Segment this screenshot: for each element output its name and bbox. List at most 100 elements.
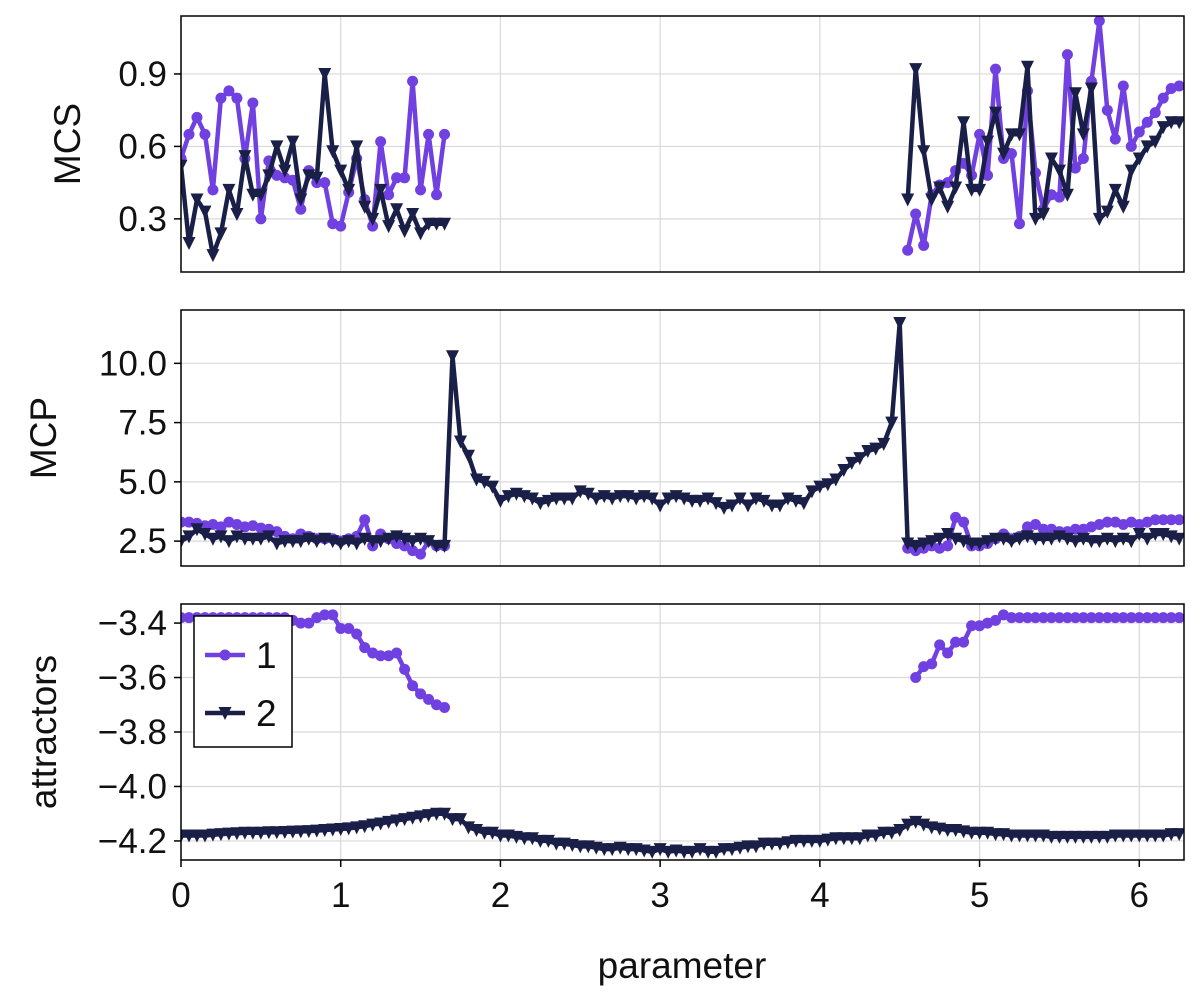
data-point — [319, 177, 331, 189]
data-point — [318, 824, 332, 838]
y-tick-label: −3.8 — [98, 713, 167, 752]
data-point — [997, 147, 1011, 161]
data-point — [350, 821, 364, 835]
data-point — [918, 239, 930, 251]
data-point — [190, 523, 204, 537]
series-line — [181, 320, 1180, 549]
data-point — [645, 492, 659, 506]
data-point — [925, 193, 939, 207]
data-point — [902, 244, 914, 256]
data-point — [367, 220, 379, 232]
data-point — [270, 537, 284, 551]
data-point — [247, 97, 259, 109]
legend-label: 2 — [256, 693, 277, 734]
data-point — [294, 535, 308, 549]
data-point — [773, 837, 787, 851]
x-tick-label: 5 — [970, 876, 989, 915]
data-point — [1101, 104, 1113, 116]
series-line — [905, 64, 1180, 222]
data-point — [1069, 523, 1081, 535]
data-point — [1165, 514, 1177, 526]
data-point — [374, 535, 388, 549]
data-point — [294, 193, 308, 207]
data-point — [391, 647, 403, 659]
data-point — [1117, 612, 1129, 624]
data-point — [950, 511, 962, 523]
data-point — [1044, 152, 1058, 166]
data-point — [1149, 107, 1161, 119]
y-tick-label: 0.6 — [118, 127, 167, 166]
plot-area-attractors — [181, 609, 1184, 859]
data-point — [1006, 148, 1018, 160]
legend-entry-1: 1 — [205, 635, 277, 676]
data-point — [1109, 612, 1121, 624]
data-point — [1133, 612, 1145, 624]
panel-mcp: 2.5 5.0 7.5 10.0 MCP — [23, 309, 1185, 567]
data-point — [1157, 612, 1169, 624]
data-point — [1012, 532, 1026, 546]
data-point — [661, 492, 675, 506]
data-point — [1012, 128, 1026, 142]
data-point — [1108, 183, 1122, 197]
data-point — [837, 464, 851, 477]
series-2 — [181, 807, 1184, 859]
data-point — [415, 688, 427, 700]
data-point — [1124, 535, 1138, 549]
data-point — [1005, 535, 1019, 549]
data-point — [1148, 135, 1162, 149]
data-point — [645, 845, 659, 859]
data-point — [741, 499, 755, 513]
data-point — [877, 437, 891, 451]
data-point — [327, 609, 339, 621]
data-point — [222, 535, 236, 549]
y-tick-label: −4.0 — [98, 767, 167, 806]
data-point — [415, 548, 427, 560]
data-point — [1077, 612, 1089, 624]
data-point — [541, 494, 555, 508]
data-point — [1141, 116, 1153, 128]
data-point — [950, 636, 962, 648]
data-point — [981, 135, 995, 149]
data-point — [829, 473, 843, 487]
data-point — [335, 623, 347, 635]
data-point — [1101, 516, 1113, 528]
data-point — [438, 539, 452, 553]
data-point — [358, 200, 372, 214]
data-point — [1173, 514, 1184, 526]
data-point — [182, 237, 196, 251]
data-point — [398, 813, 412, 827]
data-point — [949, 181, 963, 195]
data-point — [917, 537, 931, 551]
data-point — [198, 528, 212, 541]
data-point — [255, 213, 267, 225]
data-point — [1092, 535, 1106, 549]
data-point — [334, 537, 348, 551]
data-point — [1044, 532, 1058, 546]
data-point — [709, 497, 723, 511]
data-point — [422, 535, 436, 549]
data-point — [1125, 140, 1137, 152]
data-point — [926, 658, 938, 670]
y-axis-label: attractors — [23, 655, 64, 809]
data-point — [485, 480, 499, 494]
data-point — [1093, 16, 1105, 27]
data-point — [1061, 612, 1073, 624]
data-point — [271, 526, 283, 538]
data-point — [942, 177, 954, 189]
data-point — [182, 530, 196, 544]
data-point — [295, 617, 307, 629]
data-point — [286, 135, 300, 149]
data-point — [415, 184, 427, 196]
y-tick-label: 0.3 — [118, 200, 167, 239]
axes-frame — [180, 15, 1185, 273]
data-point — [206, 532, 220, 546]
data-point — [941, 200, 955, 214]
data-point — [198, 829, 212, 843]
data-point — [1093, 612, 1105, 624]
x-tick-label: 2 — [491, 876, 510, 915]
data-point — [215, 521, 227, 533]
x-tick-label: 0 — [171, 876, 190, 915]
data-point — [407, 75, 419, 87]
data-point — [191, 111, 203, 123]
data-point — [423, 128, 435, 140]
